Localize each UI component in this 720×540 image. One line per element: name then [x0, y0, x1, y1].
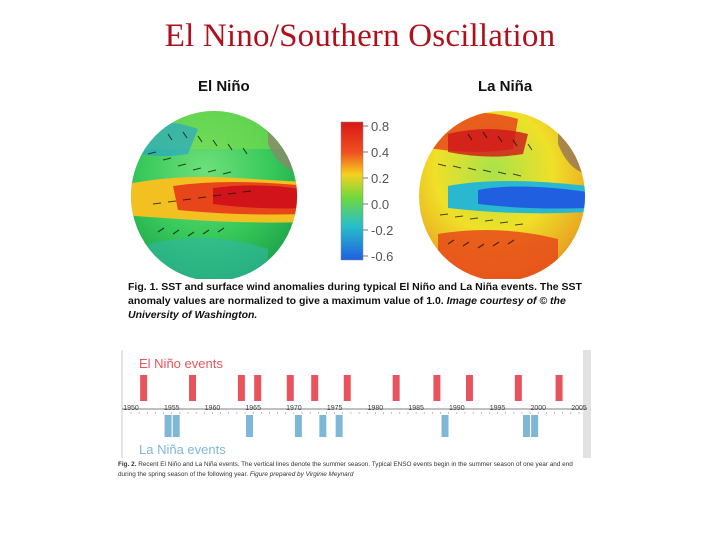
la-nina-event-bar	[319, 415, 327, 437]
enso-events-timeline: 1950 1955 1960 1965 1970 1975 1980 1985 1990 1995…	[117, 350, 591, 458]
el-nino-label: El Niño	[198, 78, 250, 95]
figure-2-caption: Fig. 2. Recent El Niño and La Niña event…	[118, 460, 588, 479]
year-tick-label: 1960	[205, 405, 221, 412]
figure-1-caption-credit: Image courtesy of © the University of Wa…	[128, 295, 566, 321]
sst-anomaly-figure: 0.8 0.4 0.2 0.0 -0.2 -0.6	[131, 111, 585, 279]
year-tick-label: 1955	[164, 405, 180, 412]
el-nino-event-bar	[433, 375, 441, 401]
colorbar-tick-label: 0.4	[371, 145, 389, 160]
figure-1-caption-number: Fig. 1.	[128, 281, 159, 293]
el-nino-event-bar	[514, 375, 522, 401]
year-tick-label: 1970	[286, 405, 302, 412]
figure-1: 0.8 0.4 0.2 0.0 -0.2 -0.6 El Niño La Niñ	[118, 74, 590, 318]
la-nina-event-bar	[164, 415, 172, 437]
el-nino-event-bar	[392, 375, 400, 401]
el-nino-event-bar	[189, 375, 197, 401]
la-nina-label: La Niña	[478, 78, 533, 95]
colorbar-tick-label: -0.2	[371, 223, 393, 238]
figure-2-caption-text: Recent El Niño and La Niña events. The v…	[118, 461, 573, 478]
la-nina-event-bar	[172, 415, 180, 437]
el-nino-event-bar	[140, 375, 148, 401]
el-nino-globe	[131, 111, 297, 279]
year-tick-label: 1965	[245, 405, 261, 412]
la-nina-event-bar	[246, 415, 254, 437]
la-nina-globe	[419, 111, 585, 279]
el-nino-event-bar	[237, 375, 245, 401]
la-nina-event-bar	[531, 415, 539, 437]
year-tick-label: 1950	[123, 405, 139, 412]
figure-1-caption-text: SST and surface wind anomalies during ty…	[128, 281, 582, 307]
el-nino-event-bar	[465, 375, 473, 401]
la-nina-event-bar	[441, 415, 449, 437]
colorbar-tick-label: -0.6	[371, 249, 393, 264]
year-tick-label: 2000	[530, 405, 546, 412]
figure-1-caption: Fig. 1. SST and surface wind anomalies d…	[128, 280, 588, 322]
colorbar: 0.8 0.4 0.2 0.0 -0.2 -0.6	[340, 119, 393, 264]
figure-2: 1950 1955 1960 1965 1970 1975 1980 1985 1990 1995…	[117, 350, 591, 485]
el-nino-event-bar	[286, 375, 294, 401]
la-nina-event-bar	[522, 415, 530, 437]
year-tick-label: 2005	[571, 405, 587, 412]
colorbar-tick-label: 0.2	[371, 171, 389, 186]
figure-2-caption-credit: Figure prepared by Virginie Meynard	[249, 470, 354, 478]
la-nina-event-bar	[335, 415, 343, 437]
el-nino-event-bar	[254, 375, 262, 401]
el-nino-event-bar	[555, 375, 563, 401]
colorbar-tick-label: 0.0	[371, 197, 389, 212]
figure-2-caption-number: Fig. 2.	[118, 461, 137, 468]
year-tick-label: 1975	[327, 405, 343, 412]
el-nino-event-bar	[343, 375, 351, 401]
la-nina-events-label: La Niña events	[139, 442, 226, 457]
year-tick-label: 1985	[408, 405, 424, 412]
el-nino-event-bar	[311, 375, 319, 401]
year-tick-label: 1980	[368, 405, 384, 412]
colorbar-tick-label: 0.8	[371, 119, 389, 134]
slide-title: El Nino/Southern Oscillation	[164, 18, 556, 54]
la-nina-event-bar	[294, 415, 302, 437]
year-tick-label: 1990	[449, 405, 465, 412]
el-nino-events-label: El Niño events	[139, 356, 223, 371]
year-tick-label: 1995	[490, 405, 506, 412]
